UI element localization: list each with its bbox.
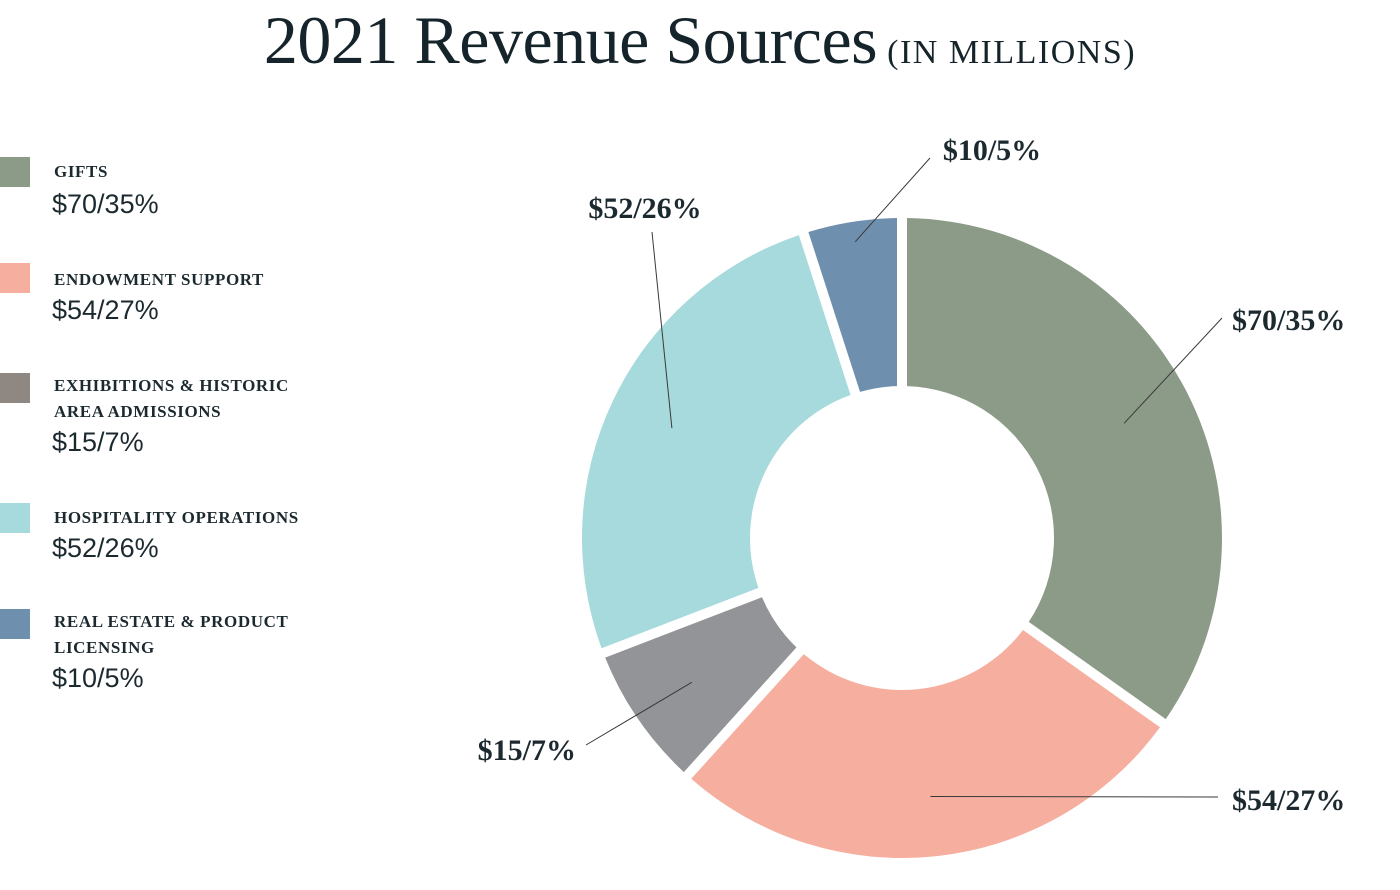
slice-real-estate: [808, 218, 898, 392]
slice-hospitality: [581, 235, 851, 649]
legend-value-endowment: $54/27%: [52, 295, 159, 325]
slice-exhibitions: [605, 597, 797, 773]
legend-swatch-hospitality: [0, 503, 30, 533]
legend-label-hospitality: HOSPITALITY OPERATIONS: [54, 508, 299, 527]
legend-swatch-exhibitions: [0, 373, 30, 403]
callout-line-exhibitions: [585, 681, 693, 746]
legend: GIFTS $70/35% ENDOWMENT SUPPORT $54/27% …: [0, 0, 420, 890]
chart-title-main: 2021 Revenue Sources: [263, 2, 878, 78]
chart-title: 2021 Revenue Sources (IN MILLIONS): [0, 0, 1400, 80]
legend-label-exhibitions: EXHIBITIONS & HISTORIC AREA ADMISSIONS: [54, 376, 289, 421]
data-label-gifts: $70/35%: [1232, 304, 1345, 337]
legend-swatch-endowment: [0, 263, 30, 293]
data-label-real-estate: $10/5%: [943, 134, 1041, 167]
callout-line-endowment: [930, 795, 1219, 798]
legend-value-exhibitions: $15/7%: [52, 427, 144, 457]
legend-label-gifts: GIFTS: [54, 162, 109, 181]
legend-value-gifts: $70/35%: [52, 189, 159, 219]
callout-line-gifts: [1123, 317, 1223, 424]
callout-line-real-estate: [854, 157, 931, 242]
data-label-hospitality: $52/26%: [588, 192, 701, 225]
chart-title-unit: (IN MILLIONS): [887, 34, 1137, 71]
data-label-exhibitions: $15/7%: [478, 734, 576, 767]
legend-swatch-gifts: [0, 157, 30, 187]
legend-swatch-real-estate: [0, 609, 30, 639]
slice-gifts: [906, 218, 1222, 720]
callout-line-hospitality: [651, 231, 673, 429]
legend-label-real-estate: REAL ESTATE & PRODUCT LICENSING: [54, 612, 289, 657]
legend-value-hospitality: $52/26%: [52, 533, 159, 563]
legend-value-real-estate: $10/5%: [52, 663, 144, 693]
legend-label-endowment: ENDOWMENT SUPPORT: [54, 270, 264, 289]
slice-endowment: [691, 630, 1161, 859]
data-label-endowment: $54/27%: [1232, 784, 1345, 817]
